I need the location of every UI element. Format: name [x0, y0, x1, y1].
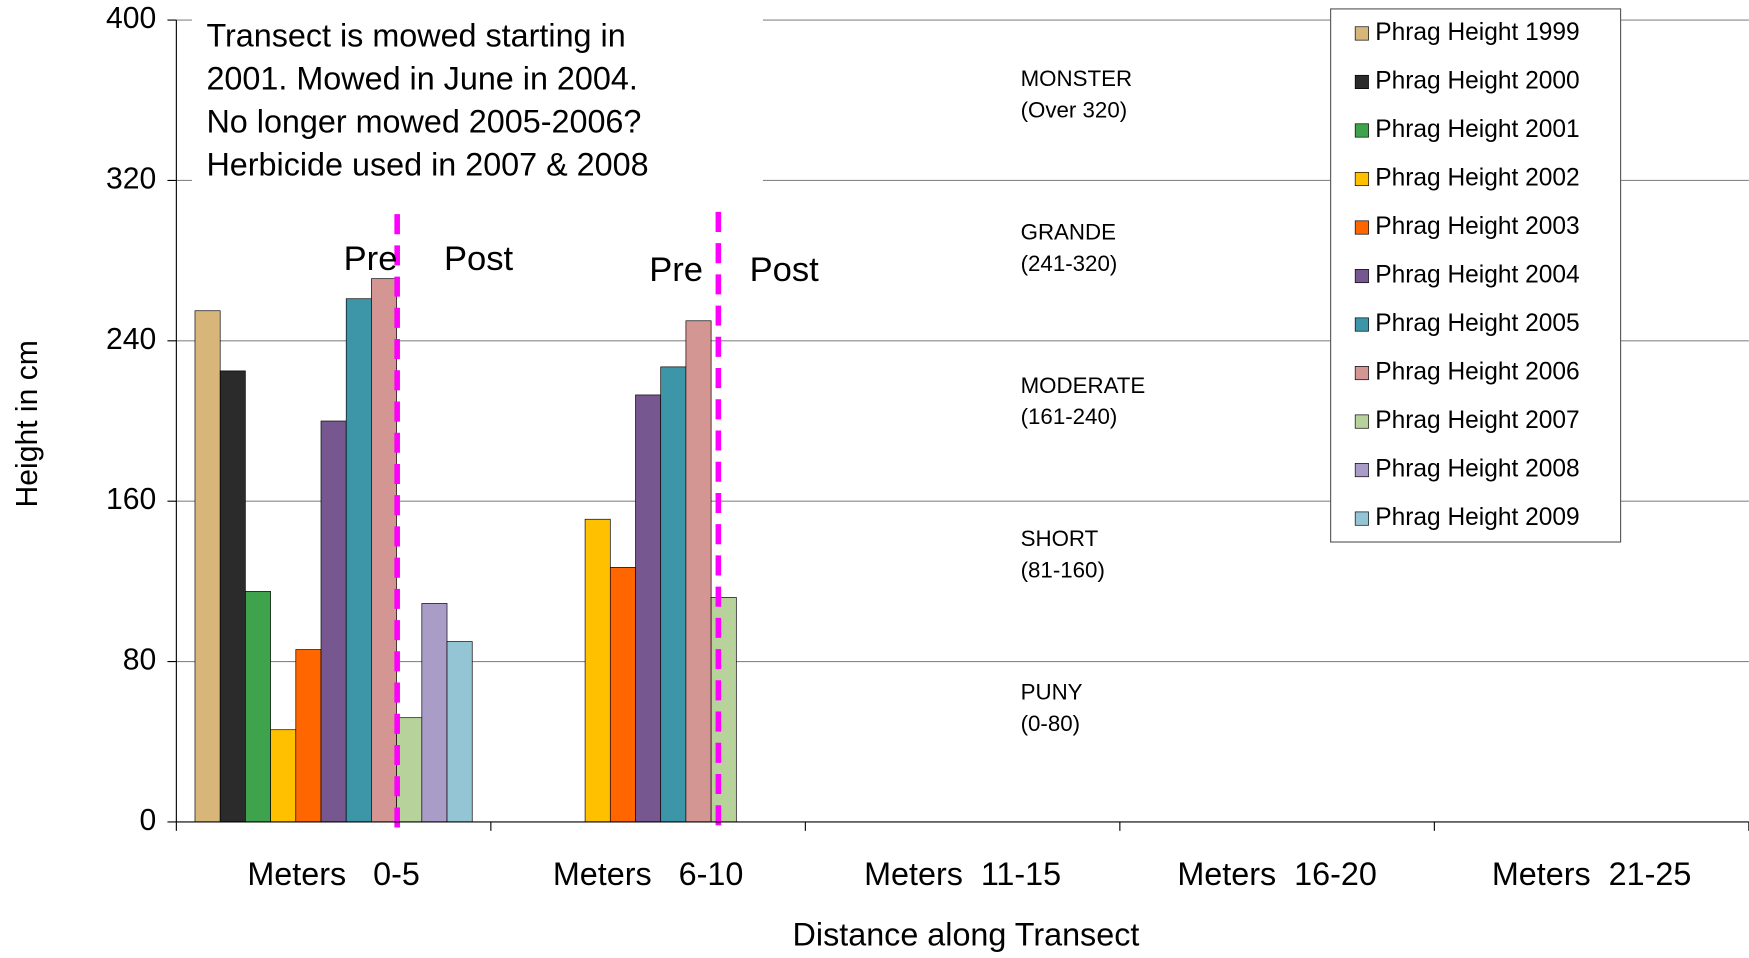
y-tick-label: 160 [106, 483, 156, 516]
legend-swatch [1354, 366, 1369, 381]
annotation: 2001. Mowed in June in 2004. [206, 60, 637, 96]
y-tick-label: 240 [106, 323, 156, 356]
zone-label: GRANDE [1021, 220, 1116, 245]
zone-label: (241-320) [1021, 251, 1118, 276]
foreground: Distance along Transect Height in cm 0 80… [11, 2, 1749, 952]
bar [371, 278, 397, 823]
annotation: Transect is mowed starting in [206, 17, 625, 53]
bar [421, 603, 448, 823]
legend-label: Phrag Height 2004 [1375, 262, 1579, 289]
legend-swatch [1354, 463, 1369, 478]
legend-label: Phrag Height 2008 [1375, 456, 1579, 483]
bar [270, 729, 297, 823]
legend-swatch [1354, 123, 1369, 138]
bars [194, 278, 737, 823]
legend-label: Phrag Height 2002 [1375, 164, 1579, 191]
legend-swatch [1354, 414, 1369, 429]
bar [194, 310, 221, 823]
zone-label: (161-240) [1021, 404, 1118, 429]
bar [685, 320, 712, 823]
legend-label: Phrag Height 2007 [1375, 407, 1579, 434]
x-tick-label: Meters 6-10 [553, 856, 743, 892]
legend-label: Phrag Height 2009 [1375, 504, 1579, 531]
y-tick-label: 0 [140, 804, 157, 837]
y-tick-label: 400 [106, 2, 156, 35]
bar [635, 394, 662, 823]
legend-swatch [1354, 511, 1369, 526]
legend-label: Phrag Height 1999 [1375, 19, 1579, 46]
bar [660, 366, 687, 823]
legend-swatch [1354, 220, 1369, 235]
legend-label: Phrag Height 2000 [1375, 67, 1579, 94]
phase-label: Pre [344, 240, 398, 278]
y-tick-label: 80 [123, 644, 156, 677]
legend-label: Phrag Height 2001 [1375, 116, 1579, 143]
y-tick-label: 320 [106, 162, 156, 195]
x-axis-title: Distance along Transect [793, 916, 1140, 952]
legend-label: Phrag Height 2006 [1375, 359, 1579, 386]
legend-swatch [1354, 317, 1369, 332]
bar [396, 717, 423, 823]
bar [320, 420, 347, 823]
annotation: No longer mowed 2005-2006? [206, 103, 641, 139]
annotation: Herbicide used in 2007 & 2008 [206, 146, 648, 182]
bar [345, 298, 372, 823]
y-axis-title: Height in cm [11, 340, 44, 507]
phase-label: Post [750, 251, 820, 289]
x-tick-label: Meters 0-5 [247, 856, 419, 892]
bar [446, 641, 473, 823]
legend-swatch [1354, 171, 1369, 187]
zone-label: PUNY [1021, 680, 1083, 705]
zone-label: (81-160) [1021, 557, 1105, 582]
legend-box [1330, 8, 1622, 543]
bar [219, 370, 246, 823]
legend-label: Phrag Height 2003 [1375, 213, 1579, 240]
phase-label: Pre [649, 251, 703, 289]
zone-label: (0-80) [1021, 711, 1080, 736]
bar [245, 591, 271, 823]
note-box [191, 8, 763, 192]
zone-label: MONSTER [1021, 66, 1133, 91]
phase-label: Post [444, 240, 514, 278]
legend-swatch [1354, 26, 1369, 41]
bar [710, 597, 737, 823]
x-tick-label: Meters 11-15 [864, 856, 1061, 892]
zone-label: MODERATE [1021, 373, 1146, 398]
bar [295, 649, 322, 823]
legend-swatch [1354, 74, 1369, 89]
legend-label: Phrag Height 2005 [1375, 310, 1579, 337]
bar [584, 518, 611, 823]
legend-swatch [1354, 268, 1369, 284]
bar [609, 567, 636, 823]
zone-label: (Over 320) [1021, 97, 1128, 122]
x-tick-label: Meters 21-25 [1492, 856, 1691, 892]
x-tick-label: Meters 16-20 [1177, 856, 1376, 892]
zone-label: SHORT [1021, 526, 1099, 551]
